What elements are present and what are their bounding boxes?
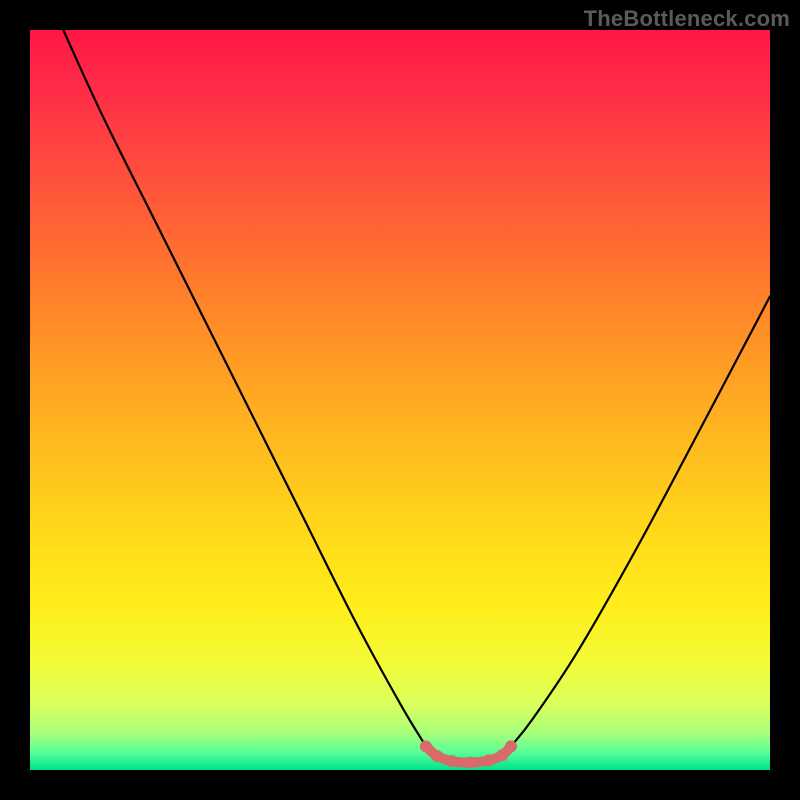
valley-marker-dot	[446, 755, 458, 767]
valley-marker-dot	[496, 749, 508, 761]
watermark-text: TheBottleneck.com	[584, 6, 790, 32]
valley-marker-dot	[420, 740, 432, 752]
gradient-plot-area	[30, 30, 770, 770]
valley-marker-dot	[431, 750, 443, 762]
valley-marker-dot	[464, 757, 476, 769]
valley-marker-dot	[505, 740, 517, 752]
bottleneck-chart	[0, 0, 800, 800]
valley-marker-dot	[483, 754, 495, 766]
chart-container: TheBottleneck.com	[0, 0, 800, 800]
